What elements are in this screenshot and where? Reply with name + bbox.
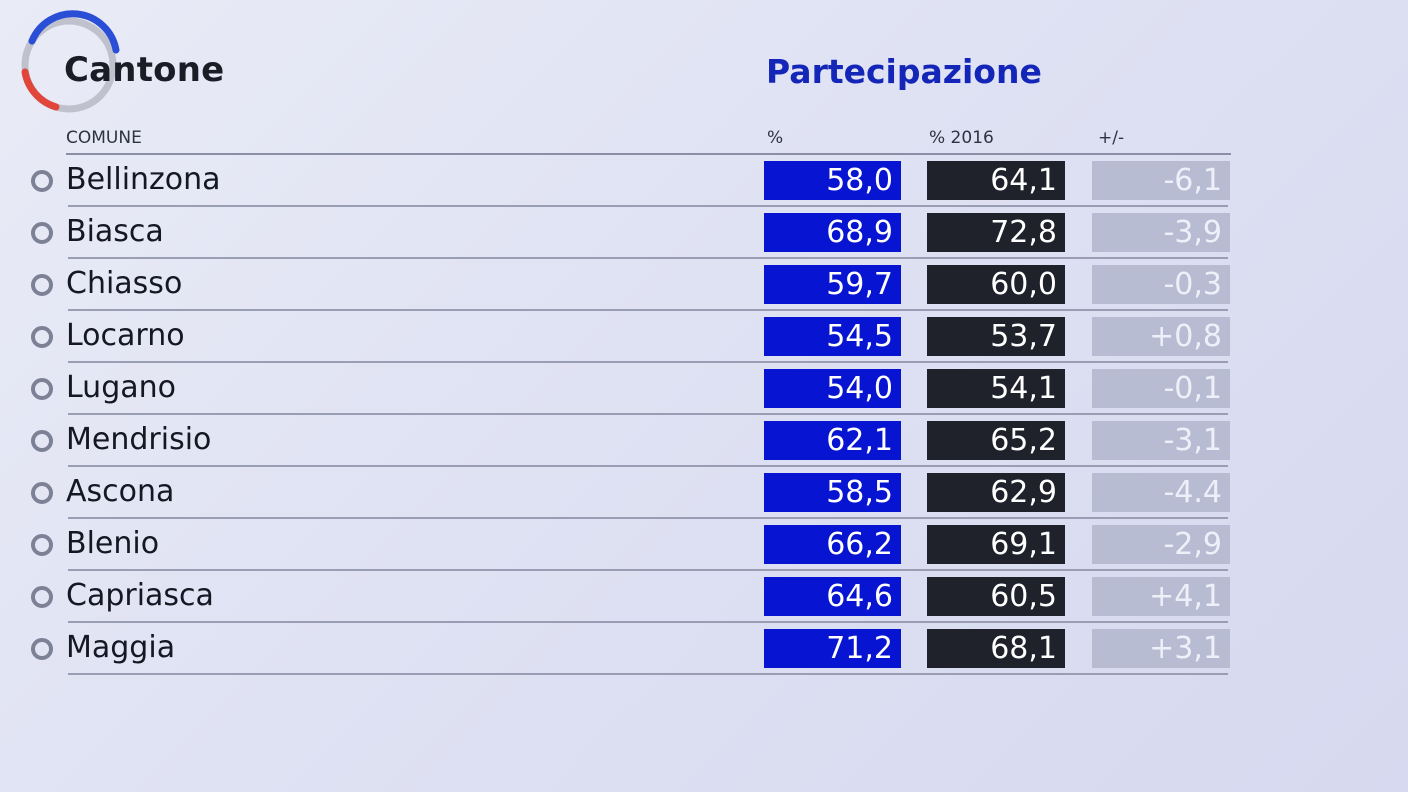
difference-cell: -3,9 xyxy=(1092,213,1230,252)
percent-2016-cell: 64,1 xyxy=(927,161,1065,200)
row-bullet-icon xyxy=(31,482,53,504)
percent-cell: 58,0 xyxy=(764,161,901,200)
column-header-percent-2016: % 2016 xyxy=(929,128,994,148)
percent-cell: 68,9 xyxy=(764,213,901,252)
row-bullet-icon xyxy=(31,170,53,192)
percent-2016-cell: 72,8 xyxy=(927,213,1065,252)
row-bullet-icon xyxy=(31,638,53,660)
row-divider xyxy=(68,205,1228,207)
percent-cell: 62,1 xyxy=(764,421,901,460)
percent-2016-cell: 68,1 xyxy=(927,629,1065,668)
difference-cell: -0,1 xyxy=(1092,369,1230,408)
percent-2016-cell: 65,2 xyxy=(927,421,1065,460)
column-header-percent: % xyxy=(767,128,784,148)
percent-2016-cell: 53,7 xyxy=(927,317,1065,356)
table-row: Capriasca 64,6 60,5 +4,1 xyxy=(0,571,1408,623)
row-bullet-icon xyxy=(31,586,53,608)
comune-name: Biasca xyxy=(66,214,164,249)
table-row: Ascona 58,5 62,9 -4.4 xyxy=(0,467,1408,519)
percent-cell: 54,5 xyxy=(764,317,901,356)
row-divider xyxy=(68,257,1228,259)
percent-2016-cell: 60,5 xyxy=(927,577,1065,616)
table-row: Chiasso 59,7 60,0 -0,3 xyxy=(0,259,1408,311)
table-row: Mendrisio 62,1 65,2 -3,1 xyxy=(0,415,1408,467)
row-divider xyxy=(68,517,1228,519)
comune-name: Mendrisio xyxy=(66,422,212,457)
brand-title: Cantone xyxy=(64,50,225,90)
percent-cell: 59,7 xyxy=(764,265,901,304)
table-row: Maggia 71,2 68,1 +3,1 xyxy=(0,623,1408,675)
row-bullet-icon xyxy=(31,534,53,556)
table-row: Biasca 68,9 72,8 -3,9 xyxy=(0,207,1408,259)
row-divider xyxy=(68,621,1228,623)
row-bullet-icon xyxy=(31,430,53,452)
comune-name: Ascona xyxy=(66,474,175,509)
row-divider xyxy=(68,569,1228,571)
header-divider xyxy=(66,153,1231,155)
comune-name: Blenio xyxy=(66,526,160,561)
table-row: Locarno 54,5 53,7 +0,8 xyxy=(0,311,1408,363)
percent-cell: 54,0 xyxy=(764,369,901,408)
comune-name: Chiasso xyxy=(66,266,183,301)
percent-2016-cell: 69,1 xyxy=(927,525,1065,564)
comune-name: Locarno xyxy=(66,318,185,353)
difference-cell: +3,1 xyxy=(1092,629,1230,668)
difference-cell: -3,1 xyxy=(1092,421,1230,460)
percent-cell: 71,2 xyxy=(764,629,901,668)
table-row: Blenio 66,2 69,1 -2,9 xyxy=(0,519,1408,571)
percent-2016-cell: 62,9 xyxy=(927,473,1065,512)
column-header-comune: COMUNE xyxy=(66,128,142,148)
row-bullet-icon xyxy=(31,274,53,296)
difference-cell: -0,3 xyxy=(1092,265,1230,304)
section-title: Partecipazione xyxy=(766,52,1042,91)
difference-cell: -6,1 xyxy=(1092,161,1230,200)
table-row: Bellinzona 58,0 64,1 -6,1 xyxy=(0,155,1408,207)
comune-name: Maggia xyxy=(66,630,176,665)
percent-cell: 58,5 xyxy=(764,473,901,512)
difference-cell: +4,1 xyxy=(1092,577,1230,616)
percent-2016-cell: 54,1 xyxy=(927,369,1065,408)
row-bullet-icon xyxy=(31,326,53,348)
row-bullet-icon xyxy=(31,222,53,244)
comune-name: Lugano xyxy=(66,370,176,405)
percent-cell: 66,2 xyxy=(764,525,901,564)
results-table: Bellinzona 58,0 64,1 -6,1 Biasca 68,9 72… xyxy=(0,155,1408,675)
comune-name: Capriasca xyxy=(66,578,214,613)
difference-cell: -2,9 xyxy=(1092,525,1230,564)
row-divider xyxy=(68,673,1228,675)
comune-name: Bellinzona xyxy=(66,162,221,197)
difference-cell: +0,8 xyxy=(1092,317,1230,356)
percent-cell: 64,6 xyxy=(764,577,901,616)
cantone-logo-icon xyxy=(21,10,120,113)
table-row: Lugano 54,0 54,1 -0,1 xyxy=(0,363,1408,415)
difference-cell: -4.4 xyxy=(1092,473,1230,512)
row-divider xyxy=(68,465,1228,467)
row-divider xyxy=(68,309,1228,311)
row-divider xyxy=(68,361,1228,363)
percent-2016-cell: 60,0 xyxy=(927,265,1065,304)
column-header-difference: +/- xyxy=(1098,128,1125,148)
row-divider xyxy=(68,413,1228,415)
row-bullet-icon xyxy=(31,378,53,400)
